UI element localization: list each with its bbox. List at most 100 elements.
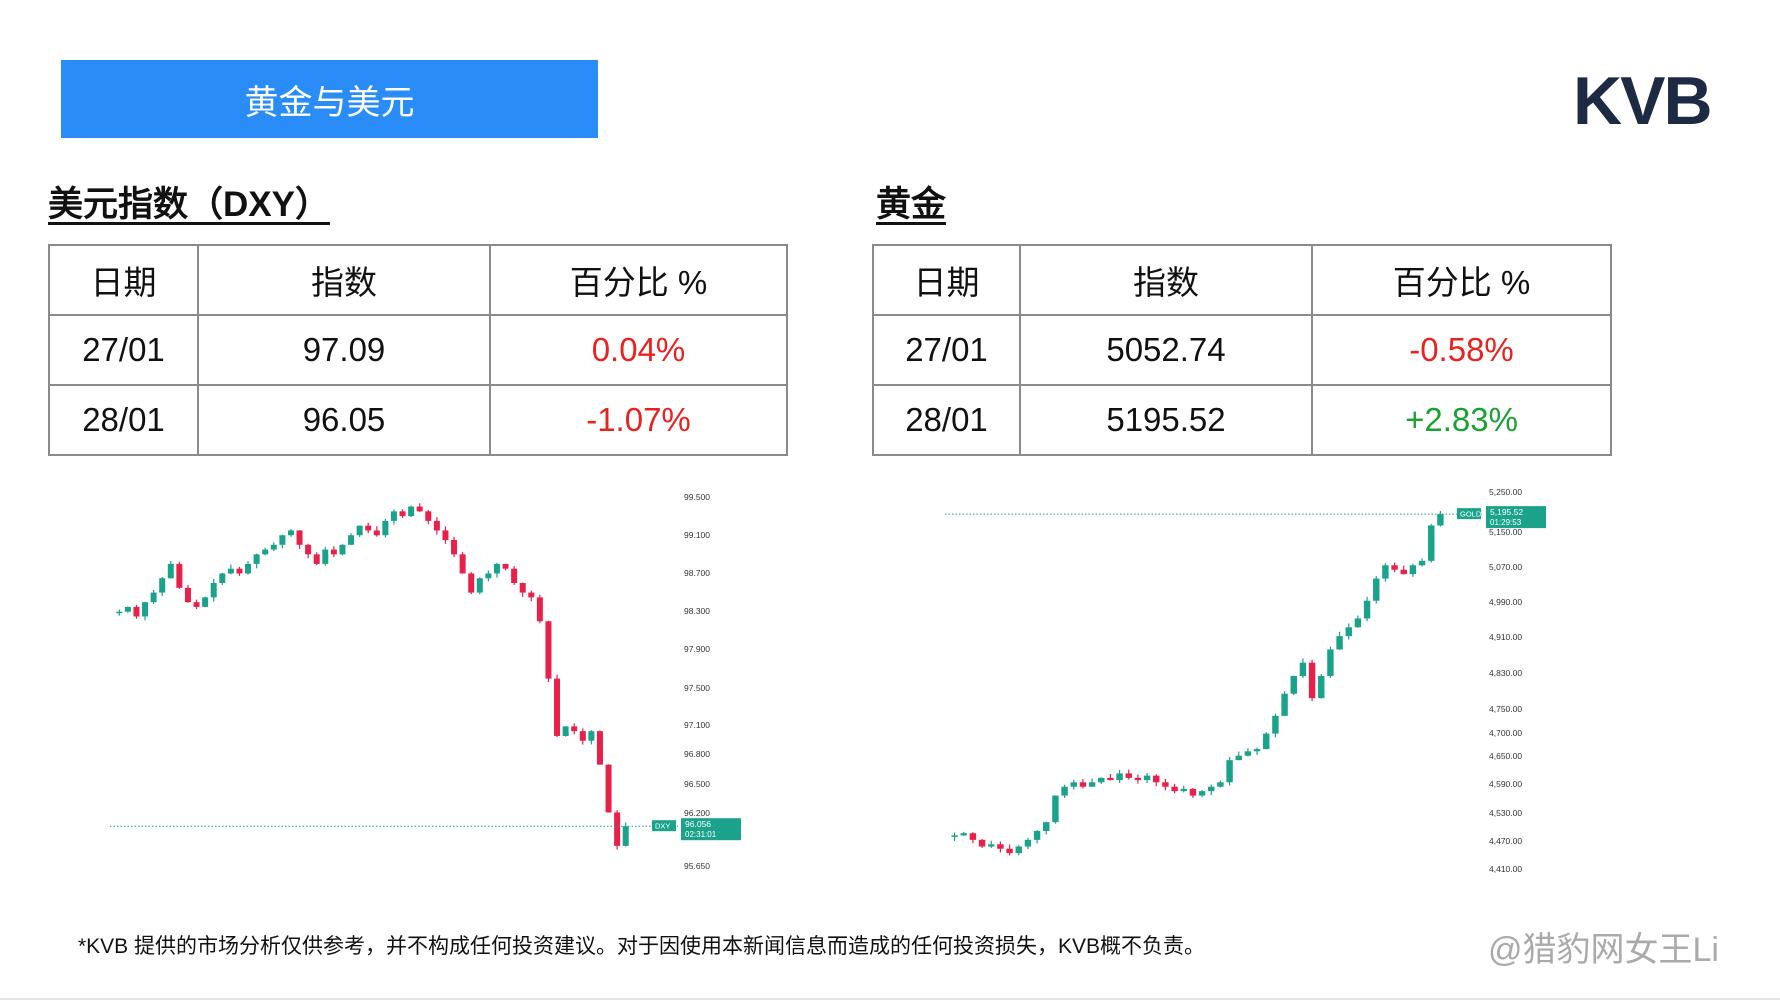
y-tick-label: 4,990.00 <box>1489 597 1522 607</box>
candle <box>365 522 372 534</box>
y-tick-label: 96.800 <box>684 749 710 759</box>
row-date: 28/01 <box>48 384 199 456</box>
y-tick-label: 5,250.00 <box>1489 487 1522 497</box>
y-tick-label: 4,830.00 <box>1489 668 1522 678</box>
countdown-label: 01:29:53 <box>1490 518 1522 527</box>
candle <box>279 534 286 549</box>
candle <box>1391 562 1398 573</box>
candle <box>502 563 509 571</box>
candle <box>1373 576 1380 604</box>
candle <box>416 503 423 512</box>
bottom-rule <box>0 998 1780 1000</box>
candle <box>1235 751 1242 761</box>
candle <box>988 840 995 849</box>
candle <box>159 576 166 597</box>
y-tick-label: 4,530.00 <box>1489 808 1522 818</box>
candle <box>1217 780 1224 788</box>
candle <box>1107 773 1114 781</box>
candle <box>1180 785 1187 793</box>
candle <box>227 564 234 575</box>
table-header-row: 日期 指数 百分比 % <box>872 244 1612 316</box>
candle <box>605 764 612 813</box>
candle <box>1006 844 1013 856</box>
candle <box>554 674 561 738</box>
candle <box>176 561 183 589</box>
candle <box>219 572 226 585</box>
candle <box>614 810 621 850</box>
gold-candlestick-chart: 5,250.00 5,150.00 5,070.00 4,990.00 4,910.00… <box>945 487 1546 874</box>
header-date: 日期 <box>48 244 199 316</box>
y-tick-label: 97.500 <box>684 683 710 693</box>
candle <box>476 577 483 595</box>
candle <box>997 841 1004 853</box>
last-price-label: 96.056 <box>685 819 711 829</box>
candle <box>588 730 595 745</box>
candle <box>433 517 440 535</box>
candle <box>1428 524 1435 563</box>
candle <box>960 831 967 836</box>
candle <box>442 526 449 544</box>
candle <box>1125 769 1132 780</box>
candle <box>1043 821 1050 835</box>
candle <box>270 542 277 552</box>
candle <box>1318 673 1325 699</box>
candle <box>408 505 415 518</box>
candle <box>562 726 569 737</box>
candle <box>1189 788 1197 798</box>
candle <box>545 620 552 683</box>
banner-title: 黄金与美元 <box>244 83 415 122</box>
candle <box>1382 563 1389 582</box>
candle <box>330 546 337 558</box>
dxy-candlestick-chart: 99.500 99.100 98.700 98.300 97.900 97.500 97.1… <box>110 492 741 871</box>
countdown-label: 02:31:01 <box>685 830 717 839</box>
price-label-box <box>681 818 741 841</box>
candle <box>451 536 458 558</box>
candle <box>1437 510 1444 527</box>
y-tick-label: 4,700.00 <box>1489 728 1522 738</box>
candle <box>1088 778 1096 787</box>
candle <box>390 509 397 525</box>
symbol-tag <box>652 820 676 832</box>
candle <box>468 572 475 595</box>
candle <box>1354 615 1362 628</box>
y-tick-label: 4,410.00 <box>1489 864 1522 874</box>
row-date: 27/01 <box>48 314 199 386</box>
candle <box>313 552 320 565</box>
candle <box>1226 757 1233 786</box>
table-row: 28/01 5195.52 +2.83% <box>872 384 1612 456</box>
candle <box>305 543 312 559</box>
y-tick-label: 4,910.00 <box>1489 632 1522 642</box>
candle <box>596 730 603 765</box>
table-header-row: 日期 指数 百分比 % <box>48 244 788 316</box>
candle <box>116 609 123 616</box>
candle <box>1327 646 1334 679</box>
row-index: 5195.52 <box>1019 384 1313 456</box>
candle <box>253 553 260 569</box>
candle <box>322 546 329 566</box>
candle <box>142 601 149 621</box>
candle <box>1263 732 1270 750</box>
candle <box>339 544 346 556</box>
y-tick-label: 5,070.00 <box>1489 562 1522 572</box>
y-tick-label: 4,590.00 <box>1489 779 1522 789</box>
candle <box>296 530 303 549</box>
price-label-box <box>1486 506 1546 529</box>
last-price-label: 5,195.52 <box>1490 507 1523 517</box>
y-tick-label: 96.500 <box>684 779 710 789</box>
y-tick-label: 5,150.00 <box>1489 527 1522 537</box>
row-index: 97.09 <box>197 314 491 386</box>
candle <box>373 526 380 537</box>
symbol-tag <box>1457 508 1481 520</box>
candle <box>287 528 294 537</box>
candle <box>1290 675 1297 696</box>
row-percent: +2.83% <box>1311 384 1612 456</box>
candle <box>348 533 355 546</box>
candle <box>536 594 543 624</box>
row-date: 28/01 <box>872 384 1021 456</box>
candle <box>1070 779 1077 790</box>
candle <box>1308 659 1316 702</box>
row-percent: -1.07% <box>489 384 788 456</box>
candle <box>1253 747 1261 755</box>
candle <box>1116 769 1123 783</box>
y-tick-label: 95.650 <box>684 861 710 871</box>
